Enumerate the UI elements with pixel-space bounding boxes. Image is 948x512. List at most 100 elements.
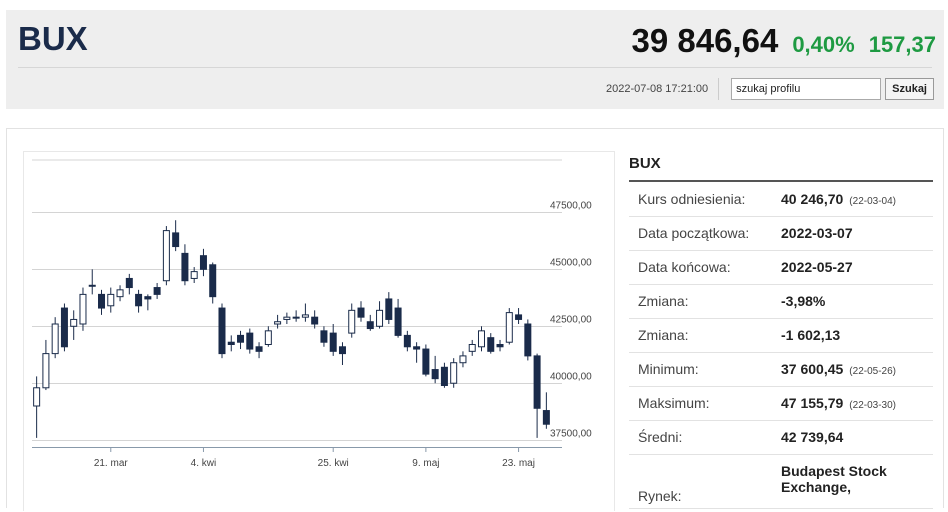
stats-value: -3,98% — [781, 293, 826, 309]
candle-body — [450, 362, 458, 384]
stats-value: -1 602,13 — [781, 327, 841, 343]
search-button[interactable]: Szukaj — [885, 78, 934, 100]
x-tick-label: 9. maj — [412, 458, 439, 469]
candle-body — [338, 346, 346, 355]
candle-body — [459, 355, 467, 364]
content-panel: 37500,00 40000,00 42500,00 45000,00 47500,00… — [6, 128, 944, 511]
candle-body — [301, 314, 309, 318]
candlestick-chart: 37500,00 40000,00 42500,00 45000,00 47500,00… — [32, 159, 592, 469]
candle-body — [88, 284, 96, 287]
candle-body — [431, 369, 439, 380]
stats-value-cell: Budapest Stock Exchange, — [781, 454, 933, 509]
candle-body — [246, 332, 254, 350]
candle-body — [329, 332, 337, 352]
x-tick-label: 23. maj — [502, 458, 535, 469]
stats-label: Minimum: — [629, 352, 781, 387]
y-tick-label: 42500,00 — [550, 315, 592, 326]
stats-row: Data początkowa: 2022-03-07 — [629, 216, 933, 251]
candle-body — [237, 334, 245, 343]
candle-body — [515, 314, 523, 320]
candle-body — [487, 337, 495, 352]
candle-body — [542, 410, 550, 425]
y-tick-label: 47500,00 — [550, 201, 592, 212]
candle-body — [320, 330, 328, 343]
stats-value: 47 155,79 — [781, 395, 844, 411]
stats-date: (22-05-26) — [849, 366, 896, 377]
stats-value-cell: -1 602,13 — [781, 318, 933, 353]
candle-body — [311, 316, 319, 325]
candle-body — [227, 341, 235, 346]
candle-body — [505, 312, 513, 343]
timestamp: 2022-07-08 17:21:00 — [606, 78, 720, 100]
candle-body — [79, 293, 87, 325]
quote-header: BUX 39 846,64 0,40% 157,37 2022-07-08 17… — [6, 10, 944, 109]
candle-body — [264, 330, 272, 345]
stats-value-cell: 42 739,64 — [781, 420, 933, 455]
stats-value: 42 739,64 — [781, 429, 844, 445]
candle-body — [70, 318, 78, 327]
candle-body — [60, 307, 68, 348]
change-percent: 0,40% — [792, 32, 855, 57]
stats-label: Rynek: — [629, 454, 781, 509]
stats-value: Budapest Stock Exchange, — [781, 462, 887, 495]
change-absolute: 157,37 — [868, 32, 936, 57]
stats-value: 37 600,45 — [781, 361, 844, 377]
stats-value-cell: 47 155,79 (22-03-30) — [781, 386, 933, 421]
stats-label: Data końcowa: — [629, 250, 781, 285]
stats-label: Kurs odniesienia: — [629, 182, 781, 217]
stats-value: 2022-05-27 — [781, 259, 853, 275]
candle-body — [42, 353, 50, 389]
stats-row: Minimum: 37 600,45 (22-05-26) — [629, 352, 933, 387]
candle-body — [468, 344, 476, 352]
candle-body — [135, 293, 143, 307]
candle-body — [348, 309, 356, 334]
x-tick-label: 25. kwi — [318, 458, 349, 469]
stats-value-cell: 40 246,70 (22-03-04) — [781, 182, 933, 217]
x-tick-label: 4. kwi — [191, 458, 217, 469]
last-price: 39 846,64 — [631, 22, 779, 59]
candle-body — [422, 348, 430, 375]
stats-value-cell: 2022-05-27 — [781, 250, 933, 285]
candle-body — [357, 307, 365, 318]
candle-body — [162, 230, 170, 282]
stats-label: Średni: — [629, 420, 781, 455]
price-row: 39 846,64 0,40% 157,37 — [632, 22, 937, 60]
candle-body — [125, 277, 133, 289]
candle-body — [477, 330, 485, 348]
candle-body — [218, 307, 226, 355]
y-tick-label: 37500,00 — [550, 429, 592, 440]
candle-body — [172, 232, 180, 248]
candle-body — [403, 334, 411, 348]
x-tick-label: 21. mar — [94, 458, 129, 469]
candle-body — [153, 287, 161, 295]
candle-body — [209, 264, 217, 298]
candle-body — [413, 346, 421, 350]
stats-row: Zmiana: -1 602,13 — [629, 318, 933, 353]
stats-value-cell: 37 600,45 (22-05-26) — [781, 352, 933, 387]
stats-value-cell: 2022-03-07 — [781, 216, 933, 251]
search-profile-input[interactable] — [731, 78, 882, 100]
candle-body — [533, 355, 541, 409]
stats-label: Zmiana: — [629, 318, 781, 353]
candle-body — [496, 344, 504, 348]
ticker-symbol: BUX — [18, 20, 88, 57]
candle-body — [51, 323, 59, 355]
stats-table: Kurs odniesienia: 40 246,70 (22-03-04) Data… — [629, 182, 933, 509]
stats-title: BUX — [629, 151, 933, 182]
stats-row: Średni: 42 739,64 — [629, 420, 933, 455]
candle-body — [376, 309, 384, 327]
candle-body — [190, 271, 198, 279]
header-divider — [18, 67, 932, 68]
y-tick-label: 45000,00 — [550, 258, 592, 269]
candle-body — [524, 323, 532, 357]
candle-body — [394, 307, 402, 336]
candle-body — [366, 321, 374, 330]
stats-date: (22-03-04) — [849, 195, 896, 207]
header-tools: 2022-07-08 17:21:00 Szukaj — [606, 78, 934, 100]
y-tick-label: 40000,00 — [550, 372, 592, 383]
candle-body — [98, 293, 106, 309]
candle-body — [144, 296, 152, 300]
stats-row: Kurs odniesienia: 40 246,70 (22-03-04) — [629, 182, 933, 217]
stats-row: Data końcowa: 2022-05-27 — [629, 250, 933, 285]
stats-label: Data początkowa: — [629, 216, 781, 251]
